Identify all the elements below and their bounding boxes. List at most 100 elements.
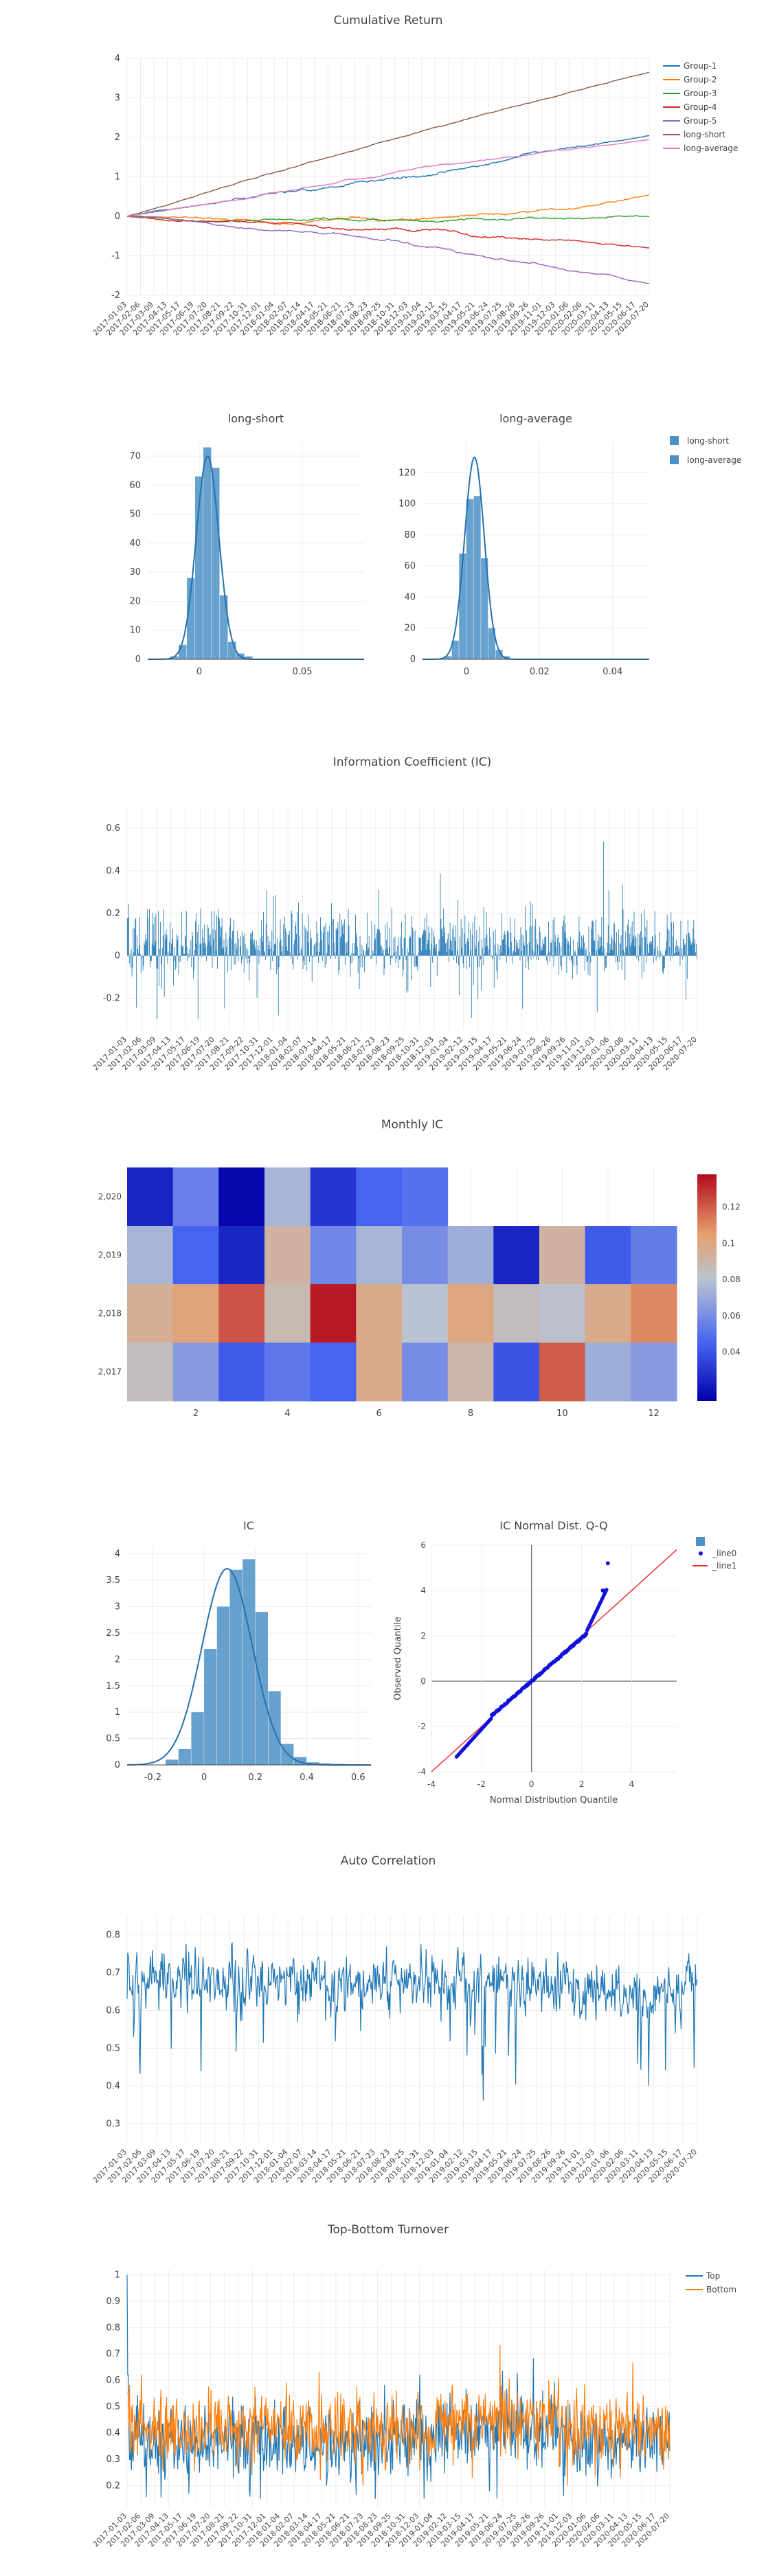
- ic-bar: [286, 932, 287, 956]
- ic-bar: [450, 923, 451, 956]
- legend-label: _line0: [712, 1549, 736, 1558]
- ic-bar: [568, 941, 569, 955]
- histogram-bar: [191, 1712, 203, 1765]
- ic-bar: [431, 927, 432, 955]
- ic-bar: [488, 950, 489, 956]
- ic-bar: [494, 956, 495, 988]
- ic-bar: [200, 943, 201, 955]
- ic-bar: [380, 933, 381, 956]
- ic-bar: [679, 948, 680, 955]
- ic-bar: [307, 931, 308, 955]
- ic-bar: [457, 950, 458, 955]
- ic-bar: [275, 895, 276, 955]
- ic-bar: [662, 956, 663, 972]
- ic-bar: [316, 922, 317, 956]
- chart-title: long-short: [228, 412, 284, 425]
- ic-bar: [369, 936, 370, 956]
- ic-bar: [247, 950, 248, 956]
- ic-bar: [229, 926, 230, 956]
- chart-title: Top-Bottom Turnover: [327, 2223, 449, 2237]
- ic-bar: [496, 953, 497, 956]
- y-tick-label: 40: [129, 538, 141, 549]
- ic-bar: [505, 935, 506, 956]
- ic-bar: [372, 956, 373, 959]
- chart-title: Cumulative Return: [334, 14, 443, 27]
- ic-bar: [214, 956, 215, 957]
- ic-bar: [481, 956, 482, 990]
- ic-bar: [420, 938, 421, 955]
- heatmap-cell: [402, 1226, 448, 1285]
- ic-bar: [639, 934, 640, 955]
- ic-bar: [526, 930, 527, 955]
- ic-bar: [176, 956, 177, 968]
- ic-bar: [586, 948, 587, 956]
- ic-bar: [304, 956, 305, 966]
- ic-bar: [627, 925, 628, 956]
- heatmap-cell: [493, 1343, 539, 1402]
- y-tick-label: 0: [115, 951, 120, 961]
- ic-bar: [534, 953, 535, 956]
- ic-bar: [397, 946, 398, 955]
- ic-bar: [669, 931, 670, 956]
- y-tick-label: 2,018: [98, 1309, 122, 1319]
- heatmap-cell: [631, 1226, 677, 1285]
- ic-bar: [527, 944, 528, 956]
- ic-bar: [439, 939, 440, 956]
- y-tick-label: 3: [115, 1602, 120, 1612]
- ic-bar: [670, 956, 671, 961]
- ic-bar: [514, 937, 515, 956]
- ic-bar: [216, 915, 217, 956]
- ic-bar: [349, 926, 350, 956]
- ic-bar: [635, 937, 636, 955]
- ic-bar: [484, 954, 485, 956]
- heatmap-cell: [218, 1226, 264, 1285]
- y-tick-label: 0.9: [106, 2296, 120, 2307]
- ic-bar: [391, 956, 392, 959]
- ic-bar: [287, 951, 288, 956]
- ic-bar: [594, 941, 595, 956]
- ic-bar: [201, 956, 202, 958]
- ic-bar: [376, 933, 377, 956]
- ic-bar: [193, 956, 194, 979]
- ic-bar: [248, 956, 249, 959]
- legend-label: Top: [706, 2271, 720, 2281]
- y-tick-label: 0.2: [106, 909, 120, 919]
- x-tick-label: 0.04: [603, 667, 622, 677]
- ic-bar: [691, 945, 692, 956]
- y-tick-label: 40: [404, 592, 416, 602]
- ic-bar: [584, 942, 585, 955]
- ic-bar: [520, 956, 521, 961]
- legend-swatch: [696, 1537, 705, 1546]
- ic-bar: [351, 953, 352, 955]
- ic-bar: [315, 942, 316, 956]
- histogram-bar: [166, 1759, 178, 1765]
- ic-bar: [449, 949, 450, 956]
- ic-bar: [254, 939, 255, 955]
- ic-bar: [189, 956, 190, 959]
- ic-bar: [144, 945, 145, 956]
- y-tick-label: 60: [404, 561, 416, 571]
- ic-bar: [475, 948, 476, 955]
- x-tick-label: 12: [648, 1409, 660, 1419]
- ic-bar: [378, 930, 379, 956]
- ic-bar: [676, 939, 677, 956]
- heatmap-cell: [173, 1343, 219, 1402]
- ic-bar: [396, 956, 397, 959]
- ic-bar: [202, 928, 203, 955]
- ic-bar: [622, 885, 623, 955]
- ic-bar: [619, 956, 620, 963]
- y-tick-label: 0.6: [106, 2375, 120, 2386]
- ic-bar: [541, 947, 542, 956]
- ic-bar: [689, 933, 690, 956]
- ic-bar: [487, 946, 488, 955]
- ic-bar: [561, 956, 562, 970]
- heatmap-cell: [311, 1343, 357, 1402]
- ic-bar: [444, 932, 445, 955]
- ic-bar: [188, 953, 189, 956]
- ic-bar: [131, 949, 132, 955]
- ic-bar: [379, 929, 380, 955]
- ic-bar: [382, 954, 383, 956]
- ic-bar: [160, 922, 161, 956]
- ic-bar: [221, 928, 222, 956]
- ic-bar: [544, 937, 545, 955]
